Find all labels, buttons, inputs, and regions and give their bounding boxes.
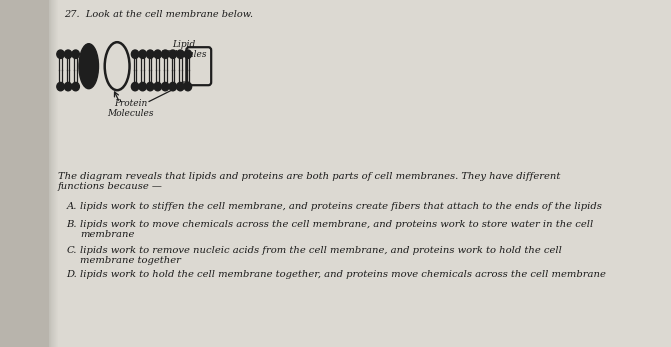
Text: lipids work to move chemicals across the cell membrane, and proteins work to sto: lipids work to move chemicals across the… <box>80 220 593 239</box>
Circle shape <box>57 50 64 58</box>
Polygon shape <box>49 0 595 347</box>
Circle shape <box>162 82 169 91</box>
Text: B.: B. <box>66 220 77 229</box>
Circle shape <box>162 50 169 58</box>
Circle shape <box>139 82 146 91</box>
Circle shape <box>146 50 154 58</box>
Circle shape <box>139 50 146 58</box>
Circle shape <box>176 82 184 91</box>
Circle shape <box>176 50 184 58</box>
Ellipse shape <box>79 44 99 89</box>
Circle shape <box>132 50 139 58</box>
Circle shape <box>72 82 79 91</box>
Bar <box>50 0 52 347</box>
Circle shape <box>72 50 79 58</box>
Text: lipids work to remove nucleic acids from the cell membrane, and proteins work to: lipids work to remove nucleic acids from… <box>80 246 562 265</box>
Bar <box>53 0 54 347</box>
Circle shape <box>184 82 192 91</box>
Circle shape <box>169 82 176 91</box>
Text: A.: A. <box>66 202 77 211</box>
Text: C.: C. <box>66 246 77 255</box>
Circle shape <box>154 82 162 91</box>
Text: 27.  Look at the cell membrane below.: 27. Look at the cell membrane below. <box>64 10 253 19</box>
Text: The diagram reveals that lipids and proteins are both parts of cell membranes. T: The diagram reveals that lipids and prot… <box>58 172 560 192</box>
Text: lipids work to stiffen the cell membrane, and proteins create fibers that attach: lipids work to stiffen the cell membrane… <box>80 202 602 211</box>
Bar <box>55 0 56 347</box>
Circle shape <box>64 50 72 58</box>
FancyBboxPatch shape <box>187 47 211 85</box>
Circle shape <box>184 50 192 58</box>
Circle shape <box>146 82 154 91</box>
Bar <box>52 0 53 347</box>
Circle shape <box>169 50 176 58</box>
Text: lipids work to hold the cell membrane together, and proteins move chemicals acro: lipids work to hold the cell membrane to… <box>80 270 606 279</box>
Bar <box>57 0 58 347</box>
Circle shape <box>154 50 162 58</box>
Text: D.: D. <box>66 270 77 279</box>
Text: Lipid
Molecules: Lipid Molecules <box>160 40 207 59</box>
Bar <box>49 0 50 347</box>
Circle shape <box>132 82 139 91</box>
Circle shape <box>57 82 64 91</box>
Bar <box>56 0 57 347</box>
Text: Protein
Molecules: Protein Molecules <box>107 99 154 118</box>
Bar <box>54 0 55 347</box>
Polygon shape <box>0 0 49 347</box>
Circle shape <box>64 82 72 91</box>
Ellipse shape <box>105 42 130 90</box>
